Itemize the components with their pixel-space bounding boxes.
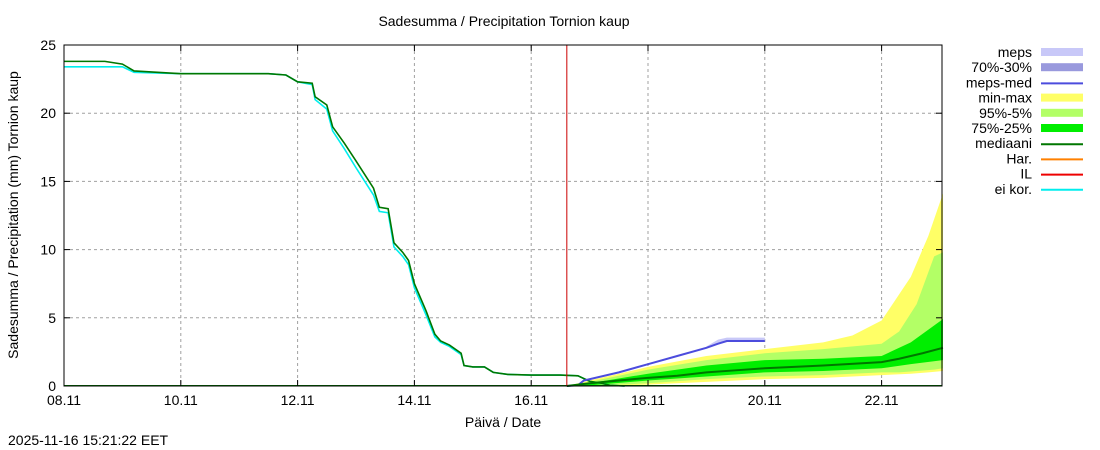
- legend-label-il: IL: [1020, 166, 1032, 182]
- x-tick-label: 22.11: [865, 392, 899, 408]
- x-tick-label: 10.11: [164, 392, 198, 408]
- legend-label-har: Har.: [1006, 150, 1032, 166]
- legend-label-mediaani: mediaani: [975, 135, 1032, 151]
- x-tick-label: 18.11: [631, 392, 665, 408]
- chart-title: Sadesumma / Precipitation Tornion kaup: [378, 13, 629, 29]
- p95-5-band: [566, 252, 943, 386]
- x-tick-label: 14.11: [397, 392, 431, 408]
- legend-label-meps: meps: [998, 44, 1032, 60]
- plot-frame: [63, 44, 943, 387]
- x-tick-label: 20.11: [748, 392, 782, 408]
- observed-line: [64, 60, 625, 387]
- x-axis-label: Päivä / Date: [465, 414, 541, 430]
- legend-label-minmax: min-max: [978, 90, 1032, 106]
- legend-swatch-minmax: [1041, 93, 1083, 102]
- min-max-band: [566, 193, 943, 386]
- mediaani-line: [566, 346, 944, 387]
- legend-label-meps7030: 70%-30%: [971, 59, 1032, 75]
- ei-kor-line: [64, 66, 625, 387]
- p75-25-band: [566, 319, 943, 386]
- meps-band: [706, 337, 765, 348]
- legend-swatch-p7525: [1041, 124, 1083, 132]
- y-tick-label: 15: [40, 173, 56, 189]
- meps-med-line: [566, 339, 765, 387]
- timestamp: 2025-11-16 15:21:22 EET: [8, 432, 169, 448]
- x-tick-label: 16.11: [514, 392, 548, 408]
- legend-label-mepsmed: meps-med: [966, 74, 1032, 90]
- legend-swatch-meps7030: [1041, 63, 1083, 72]
- legend-label-eikor: ei kor.: [995, 181, 1032, 197]
- x-tick-label: 12.11: [281, 392, 315, 408]
- legend: meps70%-30%meps-medmin-max95%-5%75%-25%m…: [966, 44, 1083, 197]
- legend-label-p955: 95%-5%: [979, 105, 1032, 121]
- y-tick-label: 10: [40, 242, 56, 258]
- legend-swatch-meps: [1041, 48, 1083, 56]
- legend-label-p7525: 75%-25%: [971, 120, 1032, 136]
- legend-swatch-p955: [1041, 108, 1083, 117]
- y-tick-label: 20: [40, 105, 56, 121]
- y-tick-label: 5: [48, 310, 56, 326]
- y-tick-label: 25: [40, 37, 56, 53]
- x-tick-label: 08.11: [47, 392, 81, 408]
- y-axis-label: Sadesumma / Precipitation (mm) Tornion k…: [5, 71, 21, 359]
- y-tick-label: 0: [48, 378, 56, 394]
